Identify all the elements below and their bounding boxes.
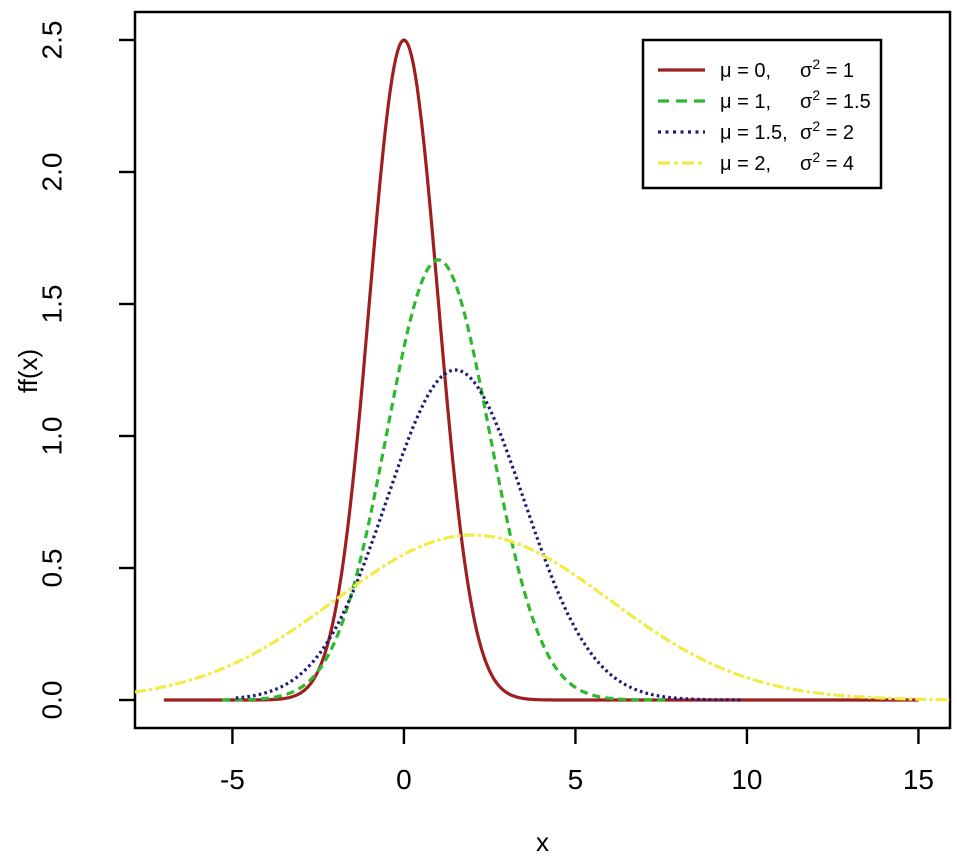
legend-entry: μ = 2, σ2 = 4 [658, 149, 854, 175]
y-axis-tick-label: 2.0 [37, 153, 68, 192]
legend-sigma-symbol: σ [800, 60, 813, 82]
legend-sigma-exponent: 2 [812, 149, 820, 165]
legend-sigma-symbol: σ [800, 153, 813, 175]
legend-label-mu: μ = 1.5, [720, 122, 788, 144]
legend-entry: μ = 0, σ2 = 1 [658, 56, 854, 82]
legend-sigma-exponent: 2 [812, 118, 820, 134]
y-axis-title: ff(x) [13, 349, 43, 393]
curve-mu-1-sigma2-1_5 [222, 258, 668, 702]
legend: μ = 0, σ2 = 1μ = 1, σ2 = 1.5μ = 1.5, σ2 = 2… [641, 38, 883, 190]
plot-border [133, 10, 952, 730]
legend-entry: μ = 1, σ2 = 1.5 [658, 87, 871, 113]
y-axis-tick-label: 1.0 [37, 417, 68, 456]
legend-sigma-value: = 4 [820, 153, 854, 175]
y-axis-tick-label: 2.5 [37, 21, 68, 60]
legend-sigma-exponent: 2 [812, 56, 820, 72]
curve-mu-1_5-sigma2-2 [235, 368, 744, 702]
legend-sigma-value: = 1 [820, 60, 854, 82]
legend-sigma-symbol: σ [800, 91, 813, 113]
legend-sigma-exponent: 2 [812, 87, 820, 103]
legend-sigma-symbol: σ [800, 122, 813, 144]
x-axis-tick-label: 15 [903, 764, 934, 795]
legend-label-sigma: σ2 = 1.5 [800, 87, 871, 113]
x-axis-tick-label: 10 [731, 764, 762, 795]
legend-entry: μ = 1.5, σ2 = 2 [658, 118, 854, 144]
legend-label-mu: μ = 0, [720, 60, 771, 82]
y-axis-tick-label: 1.5 [37, 285, 68, 324]
curve-mu-2-sigma2-4 [134, 533, 950, 702]
y-axis-tick-label: 0.0 [37, 681, 68, 720]
x-axis-title: x [536, 827, 549, 857]
x-axis-tick-label: -5 [220, 764, 245, 795]
legend-sigma-value: = 1.5 [820, 91, 871, 113]
legend-label-mu: μ = 1, [720, 91, 771, 113]
curve-mu-0-sigma2-1 [163, 38, 919, 702]
y-axis-tick-label: 0.5 [37, 549, 68, 588]
legend-sigma-value: = 2 [820, 122, 854, 144]
legend-label-sigma: σ2 = 2 [800, 118, 854, 144]
legend-label-mu: μ = 2, [720, 153, 771, 175]
x-axis-tick-label: 0 [396, 764, 412, 795]
x-axis-tick-label: 5 [568, 764, 584, 795]
legend-label-sigma: σ2 = 4 [800, 149, 854, 175]
legend-label-sigma: σ2 = 1 [800, 56, 854, 82]
